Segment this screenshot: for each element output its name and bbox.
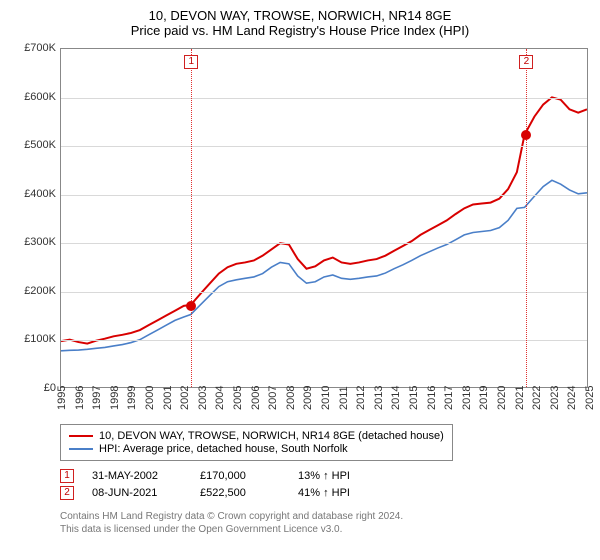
x-tick-label: 2018 bbox=[461, 386, 473, 410]
x-tick-label: 2004 bbox=[214, 386, 226, 410]
x-tick-label: 2000 bbox=[144, 386, 156, 410]
x-tick-label: 2015 bbox=[408, 386, 420, 410]
y-tick-label: £100K bbox=[24, 333, 56, 345]
lines-svg bbox=[61, 49, 587, 387]
sales-diff-2: 41% ↑ HPI bbox=[298, 487, 388, 499]
gridline bbox=[61, 195, 587, 196]
gridline bbox=[61, 340, 587, 341]
x-tick-label: 2020 bbox=[496, 386, 508, 410]
x-tick-label: 2012 bbox=[355, 386, 367, 410]
marker-box-1: 1 bbox=[184, 55, 198, 69]
sales-price-2: £522,500 bbox=[200, 487, 280, 499]
x-tick-label: 1998 bbox=[109, 386, 121, 410]
footer-attribution: Contains HM Land Registry data © Crown c… bbox=[60, 510, 588, 536]
sales-date-2: 08-JUN-2021 bbox=[92, 487, 182, 499]
x-tick-label: 2024 bbox=[566, 386, 578, 410]
x-tick-label: 2025 bbox=[584, 386, 596, 410]
chart-title: 10, DEVON WAY, TROWSE, NORWICH, NR14 8GE bbox=[12, 8, 588, 23]
x-tick-label: 2002 bbox=[179, 386, 191, 410]
x-tick-label: 2007 bbox=[267, 386, 279, 410]
x-tick-label: 2011 bbox=[338, 386, 350, 410]
marker-box-2: 2 bbox=[519, 55, 533, 69]
x-tick-label: 2017 bbox=[443, 386, 455, 410]
legend-swatch-hpi bbox=[69, 448, 93, 450]
x-tick-label: 1997 bbox=[91, 386, 103, 410]
x-tick-label: 2023 bbox=[549, 386, 561, 410]
sales-price-1: £170,000 bbox=[200, 470, 280, 482]
x-tick-label: 2006 bbox=[250, 386, 262, 410]
x-tick-label: 1999 bbox=[126, 386, 138, 410]
legend-swatch-price-paid bbox=[69, 435, 93, 437]
marker-line-1 bbox=[191, 49, 192, 387]
marker-line-2 bbox=[526, 49, 527, 387]
footer-line-2: This data is licensed under the Open Gov… bbox=[60, 523, 588, 536]
chart-area: £0£100K£200K£300K£400K£500K£600K£700K 12… bbox=[12, 48, 588, 418]
x-tick-label: 2013 bbox=[373, 386, 385, 410]
legend-row-price-paid: 10, DEVON WAY, TROWSE, NORWICH, NR14 8GE… bbox=[69, 430, 444, 442]
gridline bbox=[61, 243, 587, 244]
x-tick-label: 2016 bbox=[426, 386, 438, 410]
sales-table: 1 31-MAY-2002 £170,000 13% ↑ HPI 2 08-JU… bbox=[60, 469, 588, 500]
x-tick-label: 2005 bbox=[232, 386, 244, 410]
x-tick-label: 2014 bbox=[390, 386, 402, 410]
sales-row-2: 2 08-JUN-2021 £522,500 41% ↑ HPI bbox=[60, 486, 588, 500]
legend-label-price-paid: 10, DEVON WAY, TROWSE, NORWICH, NR14 8GE… bbox=[99, 430, 444, 442]
x-tick-label: 2003 bbox=[197, 386, 209, 410]
chart-subtitle: Price paid vs. HM Land Registry's House … bbox=[12, 23, 588, 38]
footer-line-1: Contains HM Land Registry data © Crown c… bbox=[60, 510, 588, 523]
x-tick-label: 1996 bbox=[74, 386, 86, 410]
series-line-hpi bbox=[61, 180, 587, 350]
x-tick-label: 2001 bbox=[162, 386, 174, 410]
sales-marker-2: 2 bbox=[60, 486, 74, 500]
x-tick-label: 2021 bbox=[514, 386, 526, 410]
y-tick-label: £200K bbox=[24, 285, 56, 297]
y-tick-label: £600K bbox=[24, 91, 56, 103]
gridline bbox=[61, 98, 587, 99]
x-tick-label: 1995 bbox=[56, 386, 68, 410]
gridline bbox=[61, 292, 587, 293]
x-tick-label: 2022 bbox=[531, 386, 543, 410]
sales-row-1: 1 31-MAY-2002 £170,000 13% ↑ HPI bbox=[60, 469, 588, 483]
marker-dot-2 bbox=[521, 130, 531, 140]
x-tick-label: 2008 bbox=[285, 386, 297, 410]
y-axis: £0£100K£200K£300K£400K£500K£600K£700K bbox=[12, 48, 60, 388]
legend-row-hpi: HPI: Average price, detached house, Sout… bbox=[69, 443, 444, 455]
y-tick-label: £700K bbox=[24, 42, 56, 54]
chart-container: 10, DEVON WAY, TROWSE, NORWICH, NR14 8GE… bbox=[0, 0, 600, 560]
legend-box: 10, DEVON WAY, TROWSE, NORWICH, NR14 8GE… bbox=[60, 424, 453, 461]
plot-area: 12 bbox=[60, 48, 588, 388]
y-tick-label: £300K bbox=[24, 236, 56, 248]
gridline bbox=[61, 146, 587, 147]
sales-date-1: 31-MAY-2002 bbox=[92, 470, 182, 482]
legend-label-hpi: HPI: Average price, detached house, Sout… bbox=[99, 443, 348, 455]
y-tick-label: £500K bbox=[24, 139, 56, 151]
y-tick-label: £400K bbox=[24, 188, 56, 200]
sales-marker-1: 1 bbox=[60, 469, 74, 483]
marker-dot-1 bbox=[186, 301, 196, 311]
x-tick-label: 2009 bbox=[302, 386, 314, 410]
x-tick-label: 2019 bbox=[478, 386, 490, 410]
x-axis: 1995199619971998199920002001200220032004… bbox=[60, 390, 588, 418]
y-tick-label: £0 bbox=[44, 382, 56, 394]
sales-diff-1: 13% ↑ HPI bbox=[298, 470, 388, 482]
x-tick-label: 2010 bbox=[320, 386, 332, 410]
